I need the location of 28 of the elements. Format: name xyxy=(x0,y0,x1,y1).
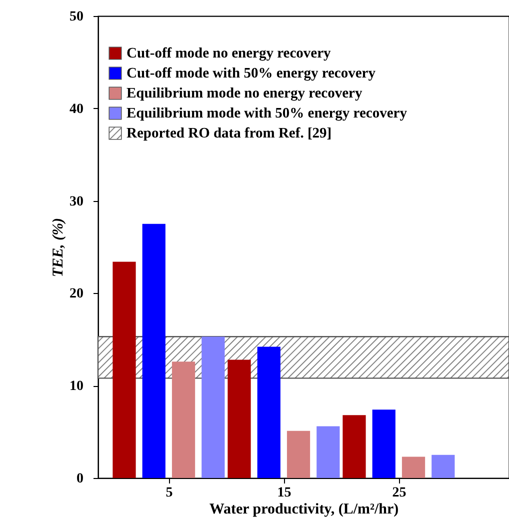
bar xyxy=(286,430,310,478)
legend-label: Reported RO data from Ref. [29] xyxy=(126,125,332,142)
x-tick-label: 5 xyxy=(166,486,173,500)
y-axis-title: TEE, (%) xyxy=(50,218,66,278)
x-axis-title: Water productivity, (L/m²/hr) xyxy=(209,502,399,518)
bar xyxy=(172,362,196,478)
bar xyxy=(432,454,455,478)
y-tick-label: 40 xyxy=(70,102,84,117)
bar xyxy=(372,410,396,478)
x-tick-label: 15 xyxy=(277,486,292,500)
bar xyxy=(112,262,136,478)
x-tick-label: 25 xyxy=(392,486,406,500)
legend-label: Cut-off mode no energy recovery xyxy=(126,45,332,62)
y-tick-label: 10 xyxy=(70,379,84,394)
bar xyxy=(402,456,426,478)
bar xyxy=(228,360,251,478)
y-tick-label: 20 xyxy=(70,286,84,302)
legend-label: Cut-off mode with 50% energy recovery xyxy=(126,65,376,82)
y-tick-label: 30 xyxy=(70,194,84,210)
y-tick-label: 0 xyxy=(76,472,84,486)
legend-label: Equilibrium mode with 50% energy recovery xyxy=(126,105,408,122)
legend-label: Equilibrium mode no energy recovery xyxy=(126,85,363,102)
bar xyxy=(202,336,225,478)
bar xyxy=(142,224,166,478)
y-tick-label: 50 xyxy=(70,10,84,24)
bar xyxy=(342,415,366,478)
bar xyxy=(316,426,340,478)
bar xyxy=(257,346,280,478)
